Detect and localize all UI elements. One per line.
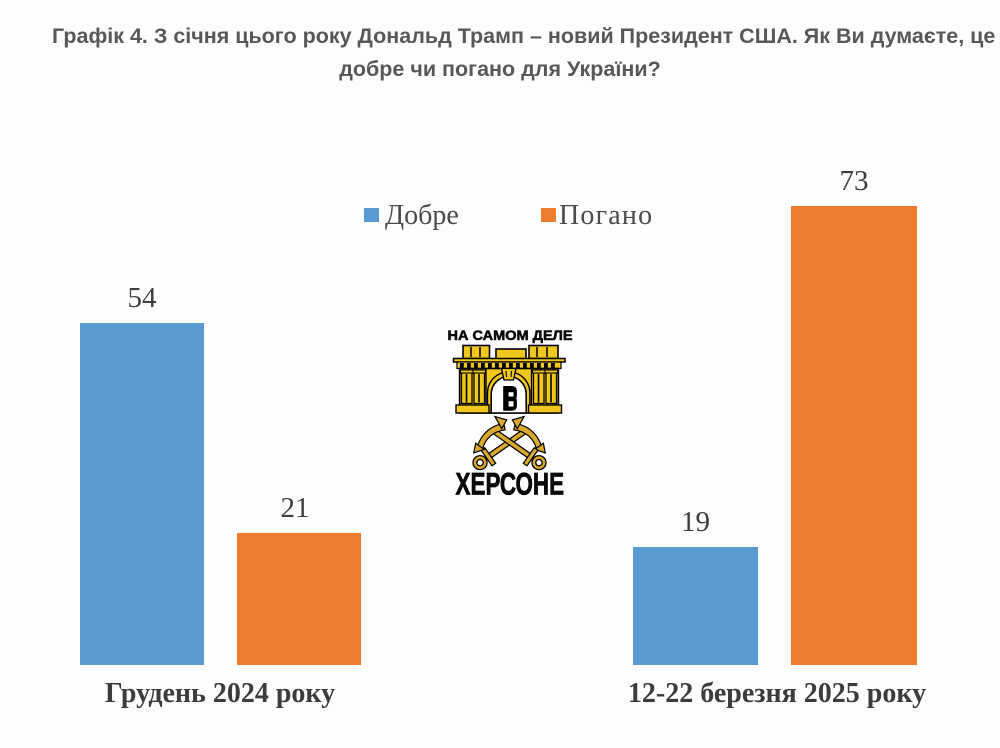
svg-text:ХЕРСОНЕ: ХЕРСОНЕ — [456, 466, 565, 500]
svg-text:НА САМОМ ДЕЛЕ: НА САМОМ ДЕЛЕ — [448, 328, 573, 343]
